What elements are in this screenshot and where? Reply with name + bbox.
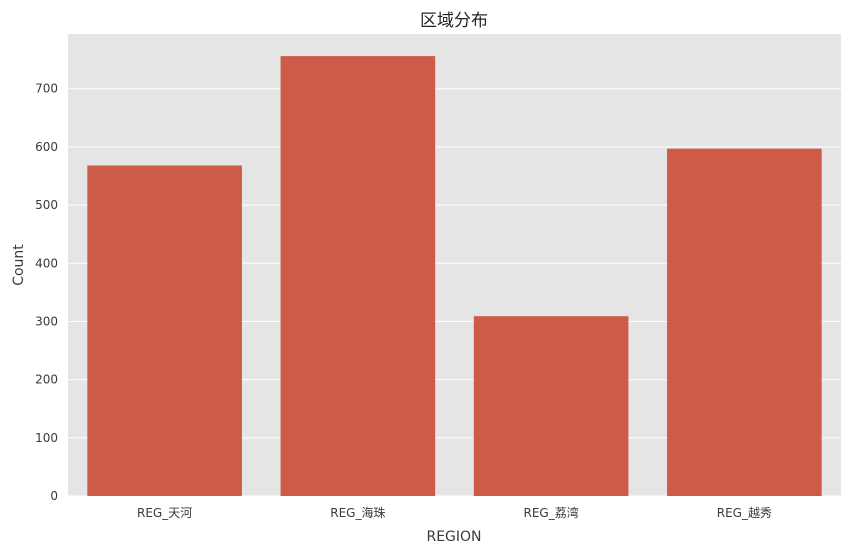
x-axis-label: REGION — [426, 529, 481, 545]
y-tick-label: 700 — [35, 82, 58, 96]
y-tick-label: 600 — [35, 140, 58, 154]
x-tick-label: REG_海珠 — [330, 505, 385, 520]
x-axis-ticks: REG_天河 REG_海珠 REG_荔湾 REG_越秀 — [137, 505, 772, 520]
bar — [667, 148, 822, 496]
chart-title: 区域分布 — [420, 11, 488, 31]
x-tick-label: REG_天河 — [137, 506, 192, 520]
bar — [87, 165, 242, 496]
bar — [473, 316, 629, 496]
y-tick-label: 400 — [35, 256, 58, 270]
y-tick-label: 300 — [35, 314, 58, 328]
y-axis-ticks: 0 100 200 300 400 500 600 700 — [35, 82, 58, 503]
x-tick-label: REG_荔湾 — [524, 505, 579, 520]
y-tick-label: 200 — [35, 373, 58, 387]
bars — [87, 56, 822, 496]
y-tick-label: 100 — [35, 431, 58, 445]
x-tick-label: REG_越秀 — [717, 506, 772, 520]
y-tick-label: 500 — [35, 198, 58, 212]
bar — [280, 56, 436, 496]
y-tick-label: 0 — [50, 489, 58, 503]
y-axis-label: Count — [11, 244, 27, 286]
